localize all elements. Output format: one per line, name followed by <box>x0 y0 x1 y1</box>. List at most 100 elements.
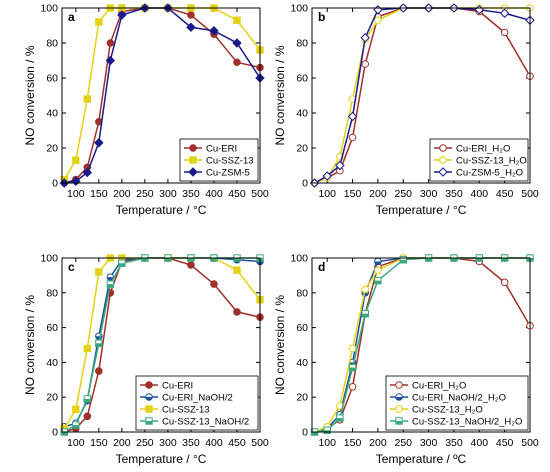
panel-letter: c <box>68 260 75 274</box>
x-tick-label: 350 <box>182 188 200 200</box>
y-tick-label: 80 <box>296 38 308 50</box>
x-tick-label: 250 <box>394 437 412 449</box>
data-point <box>500 28 509 37</box>
panel-letter: b <box>318 10 325 24</box>
data-point <box>94 138 104 148</box>
x-tick-label: 500 <box>521 188 539 200</box>
x-tick-label: 200 <box>113 188 131 200</box>
y-tick-label: 80 <box>296 287 308 299</box>
data-point <box>500 278 509 287</box>
legend-swatch-marker <box>438 167 448 177</box>
data-point <box>232 38 242 48</box>
legend-label: Cu-ERI_H₂O <box>456 144 510 155</box>
data-point <box>499 8 510 18</box>
data-point <box>348 344 357 353</box>
x-tick-label: 500 <box>521 437 539 449</box>
panel-letter: d <box>318 260 325 274</box>
data-point <box>360 33 370 43</box>
data-point <box>348 363 357 372</box>
x-tick-label: 100 <box>318 188 336 200</box>
chart-panel-a: 100 150 200 250 300 350 400 450 500 0 20 40 60 80 100 T… <box>23 3 269 218</box>
y-tick-label: 0 <box>302 427 308 439</box>
data-point <box>187 261 195 269</box>
data-point <box>72 405 80 414</box>
x-axis-title: Temperature / ºC <box>376 452 467 466</box>
y-tick-label: 40 <box>46 108 58 120</box>
y-tick-label: 20 <box>296 392 308 404</box>
series-Cu-ZSM-5 <box>59 3 265 188</box>
plot-frame <box>61 257 261 433</box>
x-tick-label: 200 <box>369 437 387 449</box>
x-axis-title: Temperature / °C <box>376 203 467 217</box>
data-point <box>374 266 382 274</box>
y-tick-label: 0 <box>52 427 58 439</box>
chart-panel-b: 100 150 200 250 300 350 400 450 500 0 20 40 60 80 100 T… <box>273 3 539 218</box>
legend-swatch-marker <box>439 156 447 164</box>
data-point <box>72 421 80 429</box>
legend-swatch-marker <box>395 417 403 425</box>
data-point <box>348 133 357 142</box>
legend-label: Cu-ERI_NaOH/2 <box>162 393 233 404</box>
legend-label: Cu-SSZ-13_H₂O <box>412 405 483 416</box>
legend-swatch-marker <box>145 381 153 389</box>
x-tick-label: 150 <box>90 188 108 200</box>
y-tick-label: 100 <box>290 3 308 15</box>
x-tick-label: 400 <box>471 437 489 449</box>
legend-swatch-marker <box>145 417 153 425</box>
plot-frame <box>311 257 531 433</box>
x-tick-label: 350 <box>182 437 200 449</box>
y-tick-label: 60 <box>46 322 58 334</box>
legend-box <box>385 375 529 431</box>
data-point <box>233 308 241 316</box>
data-point <box>83 344 92 353</box>
x-tick-label: 500 <box>251 188 269 200</box>
data-point <box>374 257 382 266</box>
plot-frame <box>61 7 261 184</box>
data-point <box>348 382 357 391</box>
data-point <box>83 395 92 403</box>
data-point <box>106 39 115 47</box>
y-tick-label: 100 <box>40 3 58 15</box>
data-point <box>186 22 196 32</box>
y-axis-title: NO conversion / % <box>273 45 287 145</box>
x-tick-label: 300 <box>159 188 177 200</box>
legend-swatch-marker <box>145 393 153 401</box>
x-tick-label: 350 <box>445 437 463 449</box>
y-axis-title: NO conversion / % <box>23 295 37 395</box>
data-point <box>373 5 383 15</box>
legend-label: Cu-SSZ-13 <box>162 405 210 416</box>
legend-label: Cu-SSZ-13_H₂O <box>456 156 527 167</box>
y-tick-label: 0 <box>302 178 308 190</box>
data-point <box>82 167 93 178</box>
panel-letter: a <box>68 10 75 24</box>
x-tick-label: 400 <box>471 188 489 200</box>
x-tick-label: 300 <box>159 437 177 449</box>
y-tick-label: 20 <box>46 143 58 155</box>
x-tick-label: 100 <box>67 188 85 200</box>
legend-swatch-marker <box>189 144 197 152</box>
legend-label: Cu-SSZ-13_NaOH/2_H₂O <box>412 417 522 428</box>
y-tick-label: 40 <box>296 108 308 120</box>
data-point <box>187 11 195 19</box>
y-tick-label: 20 <box>296 143 308 155</box>
data-point <box>336 414 344 422</box>
data-point <box>83 412 92 421</box>
x-tick-label: 150 <box>90 437 108 449</box>
x-tick-label: 150 <box>344 188 362 200</box>
data-point <box>83 95 92 103</box>
data-point <box>233 266 241 274</box>
data-point <box>95 18 103 26</box>
data-point <box>209 26 219 36</box>
data-point <box>374 16 382 25</box>
x-tick-label: 150 <box>344 437 362 449</box>
data-point <box>233 16 241 24</box>
legend: Cu-ERI_H₂OCu-ERI_NaOH/2_H₂OCu-SSZ-13_H₂O… <box>385 375 529 431</box>
data-point <box>95 367 103 375</box>
legend-swatch-marker <box>188 167 198 177</box>
x-axis-title: Temperature / °C <box>116 203 207 217</box>
x-tick-label: 450 <box>496 437 514 449</box>
x-tick-label: 200 <box>113 437 131 449</box>
